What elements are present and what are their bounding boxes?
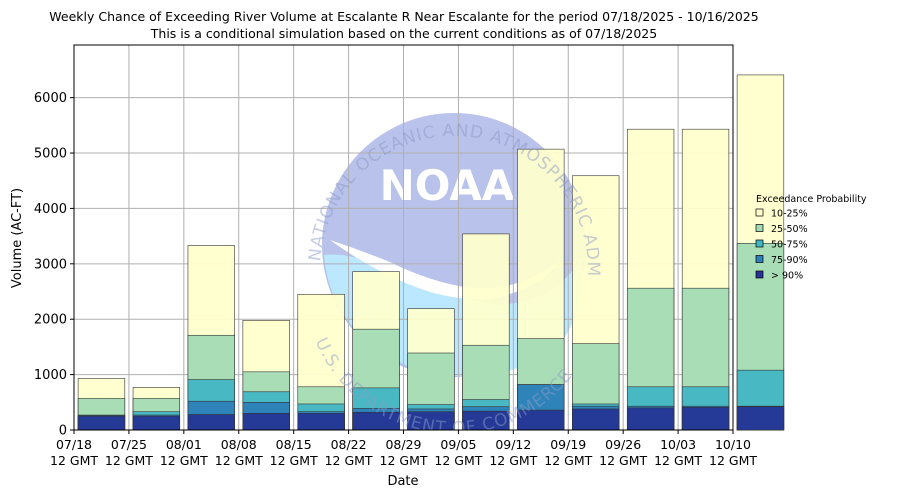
bar-segment <box>681 406 730 431</box>
x-tick-label-date: 07/18 <box>56 437 92 452</box>
x-tick-label-time: 12 GMT <box>709 453 757 468</box>
y-tick-label: 5000 <box>34 147 67 162</box>
x-tick-label-date: 10/10 <box>715 437 751 452</box>
y-tick-label: 4000 <box>34 202 67 217</box>
watermark-logo-text: NOAA <box>380 161 515 210</box>
x-tick-label-time: 12 GMT <box>105 453 153 468</box>
legend-entry-label: 25-50% <box>771 224 808 235</box>
legend-title: Exceedance Probability <box>756 194 867 205</box>
x-tick-label-date: 08/22 <box>331 437 367 452</box>
x-tick-label-date: 08/08 <box>221 437 257 452</box>
x-axis-label: Date <box>387 474 418 489</box>
x-tick-label-date: 09/12 <box>495 437 531 452</box>
legend-entry-label: 75-90% <box>771 255 808 266</box>
x-tick-label-time: 12 GMT <box>215 453 263 468</box>
bar-segment <box>626 407 675 431</box>
legend-swatch <box>755 239 764 248</box>
bar-segment <box>242 413 290 431</box>
stacked-bars <box>77 74 785 431</box>
x-tick-label-time: 12 GMT <box>50 453 98 468</box>
y-axis-label: Volume (AC-FT) <box>10 188 25 288</box>
legend-swatch <box>755 270 764 279</box>
chart-title: Weekly Chance of Exceeding River Volume … <box>49 9 758 24</box>
x-tick-label-date: 08/01 <box>166 437 202 452</box>
y-axis: 0 1000 2000 3000 4000 5000 6000 <box>34 91 74 439</box>
x-tick-label-time: 12 GMT <box>160 453 208 468</box>
y-tick-label: 2000 <box>34 313 67 328</box>
x-tick-label-time: 12 GMT <box>489 453 537 468</box>
x-tick-label-date: 07/25 <box>111 437 147 452</box>
legend-swatch <box>755 208 764 217</box>
x-tick-label-date: 09/19 <box>550 437 586 452</box>
y-tick-label: 1000 <box>34 368 67 383</box>
x-tick-label-date: 09/26 <box>605 437 641 452</box>
y-tick-label: 0 <box>59 424 67 439</box>
x-tick-label-time: 12 GMT <box>544 453 592 468</box>
legend-swatch <box>755 224 764 232</box>
x-tick-label-time: 12 GMT <box>325 453 373 468</box>
x-tick-label-date: 08/29 <box>385 437 421 452</box>
bar-segment <box>187 414 235 431</box>
legend: Exceedance Probability 10-25% 25-50% 50-75… <box>755 194 867 282</box>
legend-entry-label: 10-25% <box>771 209 808 220</box>
legend-swatch <box>755 255 764 263</box>
x-tick-label-date: 08/15 <box>276 437 312 452</box>
y-tick-label: 3000 <box>34 257 67 272</box>
bar-segment <box>132 415 181 431</box>
x-tick-label-date: 10/03 <box>660 437 696 452</box>
bar-segment <box>297 413 345 431</box>
x-tick-label-time: 12 GMT <box>270 453 318 468</box>
legend-entry-label: 50-75% <box>771 240 808 251</box>
chart-subtitle: This is a conditional simulation based o… <box>150 26 657 41</box>
bar-segment <box>77 415 126 431</box>
x-tick-label-date: 09/05 <box>440 437 476 452</box>
x-tick-label-time: 12 GMT <box>380 453 428 468</box>
bar-segment <box>736 406 785 431</box>
x-tick-label-time: 12 GMT <box>434 453 482 468</box>
legend-entry-label: > 90% <box>771 271 803 282</box>
x-tick-label-time: 12 GMT <box>599 453 647 468</box>
bar-segment <box>572 408 620 431</box>
y-tick-label: 6000 <box>34 91 67 106</box>
x-tick-label-time: 12 GMT <box>654 453 702 468</box>
